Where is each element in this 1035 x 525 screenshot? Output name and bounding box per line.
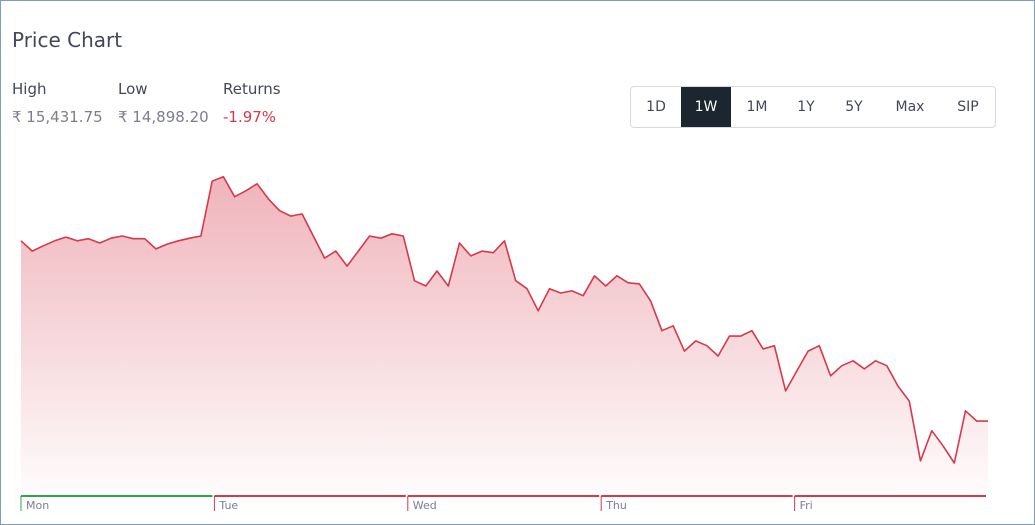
stat: High ₹ 15,431.75 — [12, 80, 103, 126]
stat-value: ₹ 15,431.75 — [12, 108, 103, 126]
stat-value: -1.97% — [223, 108, 277, 126]
title: Price Chart — [12, 28, 123, 52]
stat-value: ₹ 14,898.20 — [118, 108, 209, 126]
price-line — [20, 176, 988, 464]
range-button[interactable]: 1M — [746, 99, 768, 115]
range-button[interactable]: 1D — [646, 99, 666, 115]
range-button[interactable]: Max — [895, 99, 925, 115]
stat-label: Low — [118, 80, 148, 98]
stat-label: High — [12, 80, 47, 98]
day-label: Tue — [218, 499, 238, 512]
area-fill — [21, 176, 988, 492]
day-label: Mon — [26, 499, 49, 512]
stat: Returns -1.97% — [223, 80, 281, 126]
day-label: Fri — [800, 499, 813, 512]
range-button[interactable]: SIP — [957, 99, 979, 115]
range-button[interactable]: 1W — [681, 87, 731, 127]
day-label: Thu — [605, 499, 627, 512]
day-label: Wed — [413, 499, 437, 512]
range-selector: 1D 1W 1M 1Y 5Y Max SIP — [630, 86, 996, 128]
chart: Mon Tue Wed Thu Fri — [20, 176, 988, 512]
stat-label: Returns — [223, 80, 281, 98]
range-button[interactable]: 5Y — [845, 99, 863, 115]
stat: Low ₹ 14,898.20 — [118, 80, 209, 126]
range-button[interactable]: 1Y — [797, 99, 815, 115]
